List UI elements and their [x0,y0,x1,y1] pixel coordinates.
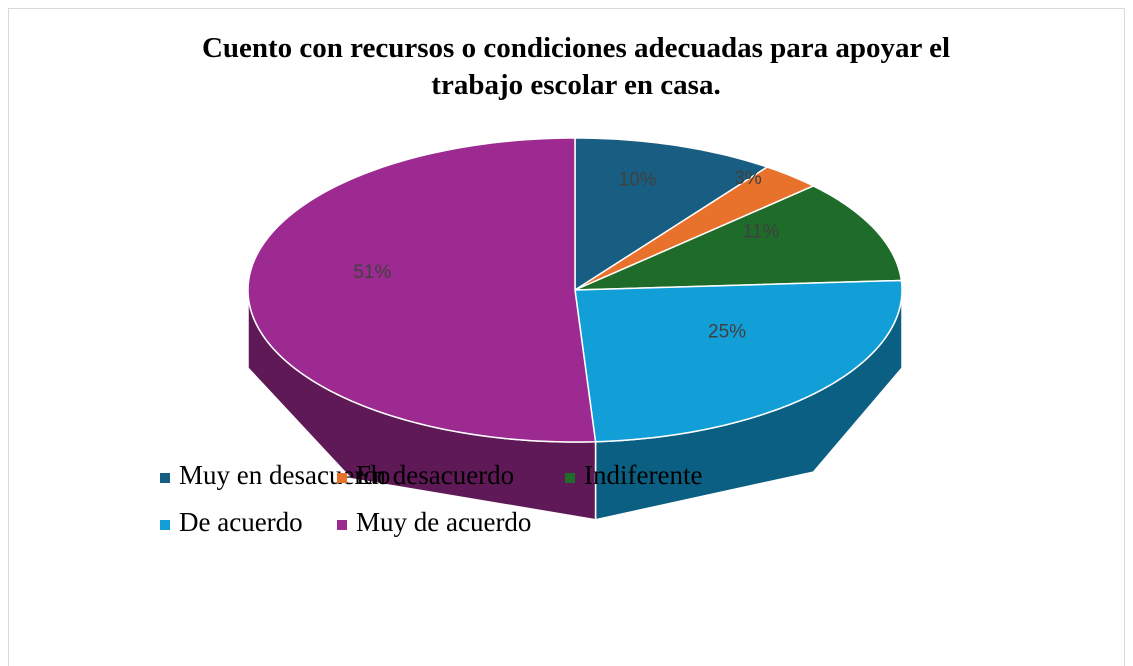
slice [574,137,769,292]
chart-border [8,8,1125,666]
data-label: 25% [708,321,746,342]
legend-swatch [160,520,170,530]
legend-label: En desacuerdo [356,460,514,490]
data-label: 51% [353,262,391,283]
slice [574,279,903,443]
slice [247,137,597,443]
legend-label: De acuerdo [179,507,303,537]
slice [574,185,903,291]
legend-label: Indiferente [584,460,702,490]
data-label: 3% [734,168,762,189]
data-label: 10% [619,169,657,190]
legend-swatch [565,473,575,483]
legend-swatch [160,473,170,483]
data-label: 11% [743,222,780,243]
legend-label: Muy en desacuerdo [179,460,390,490]
chart-title: Cuento con recursos o condiciones adecua… [201,32,951,101]
legend-swatch [337,520,347,530]
legend-label: Muy de acuerdo [356,507,531,537]
legend-swatch [337,473,347,483]
slice [574,166,816,291]
